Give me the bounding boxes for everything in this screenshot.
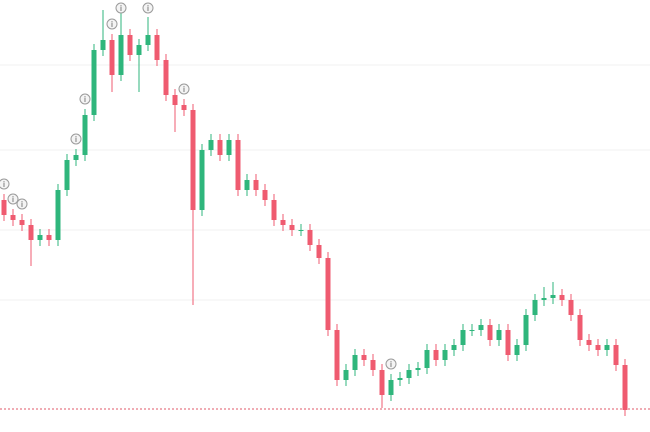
candle-body — [100, 40, 106, 50]
candle-body — [19, 220, 25, 225]
candle-body — [370, 360, 376, 370]
candle-body — [64, 160, 70, 190]
candle-body — [532, 300, 538, 315]
annotation-badge — [79, 93, 91, 105]
candle-body — [136, 45, 142, 55]
candle-body — [622, 365, 628, 410]
candle-body — [172, 95, 178, 105]
candle-body — [424, 350, 430, 368]
annotation-badge — [0, 178, 10, 190]
annotation-badge — [178, 83, 190, 95]
annotation-badge — [7, 193, 19, 205]
candle-body — [91, 50, 97, 115]
candle-body — [352, 355, 358, 370]
candle-body — [559, 295, 565, 300]
candle-body — [37, 235, 43, 240]
annotation-label: i — [183, 85, 185, 94]
annotation-badge — [106, 18, 118, 30]
candle-body — [316, 245, 322, 258]
candle-body — [55, 190, 61, 240]
candle-body — [487, 325, 493, 340]
candle-body — [289, 225, 295, 230]
annotation-badge — [70, 133, 82, 145]
candle-body — [190, 110, 196, 210]
candle-body — [280, 220, 286, 225]
annotation-label: i — [21, 200, 23, 209]
candle-body — [586, 340, 592, 345]
candle-body — [208, 140, 214, 150]
candle-body — [46, 235, 52, 240]
candle-body — [28, 225, 34, 240]
candle-body — [541, 298, 547, 300]
candle-body — [262, 190, 268, 200]
candle-body — [577, 315, 583, 340]
candle-body — [388, 380, 394, 395]
candle-body — [442, 350, 448, 360]
candle-body — [334, 330, 340, 380]
candle-body — [82, 115, 88, 155]
candle-body — [325, 258, 331, 330]
candle-body — [298, 230, 304, 231]
annotation-label: i — [147, 4, 149, 13]
annotation-badge — [16, 198, 28, 210]
candle-body — [415, 368, 421, 370]
candle-body — [604, 345, 610, 350]
candle-body — [271, 200, 277, 220]
candle-body — [244, 180, 250, 190]
annotation-label: i — [84, 95, 86, 104]
candle-body — [307, 230, 313, 245]
candle-body — [595, 345, 601, 350]
candle-body — [1, 200, 7, 215]
annotation-label: i — [12, 195, 14, 204]
candle-body — [73, 155, 79, 160]
annotation-badge — [385, 358, 397, 370]
candle-body — [199, 150, 205, 210]
annotation-badge — [142, 2, 154, 14]
annotation-label: i — [3, 180, 5, 189]
candle-body — [514, 345, 520, 355]
candle-body — [568, 300, 574, 315]
candle-body — [451, 345, 457, 350]
annotation-badge — [115, 2, 127, 14]
candle-body — [505, 330, 511, 355]
candle-body — [226, 140, 232, 155]
candle-body — [460, 330, 466, 345]
candle-body — [217, 140, 223, 155]
candle-body — [145, 35, 151, 45]
candle-body — [109, 40, 115, 75]
candle-body — [127, 35, 133, 55]
candle-body — [469, 330, 475, 331]
candle-body — [10, 215, 16, 220]
candle-body — [478, 325, 484, 330]
annotation-label: i — [111, 20, 113, 29]
candle-body — [235, 140, 241, 190]
candle-body — [379, 370, 385, 395]
annotation-label: i — [390, 360, 392, 369]
candle-body — [397, 378, 403, 380]
candle-body — [406, 370, 412, 378]
candle-body — [433, 350, 439, 360]
candle-body — [361, 355, 367, 360]
candle-body — [550, 295, 556, 298]
candle-body — [343, 370, 349, 380]
candle-body — [523, 315, 529, 345]
annotation-label: i — [75, 135, 77, 144]
candle-body — [496, 330, 502, 340]
annotation-label: i — [120, 4, 122, 13]
candle-body — [181, 105, 187, 110]
candle-body — [163, 60, 169, 95]
candle-body — [154, 35, 160, 60]
candle-body — [118, 35, 124, 75]
candle-body — [613, 345, 619, 365]
candle-body — [253, 180, 259, 190]
